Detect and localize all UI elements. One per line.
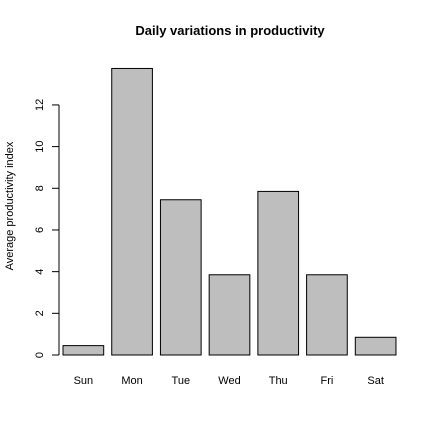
x-tick-label-thu: Thu: [269, 375, 288, 387]
bar-mon: [111, 67, 153, 356]
bar-wed: [208, 274, 251, 356]
y-axis-title: Average productivity index: [4, 141, 16, 270]
x-tick-label-mon: Mon: [121, 375, 142, 387]
x-tick-label-wed: Wed: [218, 375, 240, 387]
y-tick-label: 4: [34, 269, 46, 275]
bar-sat: [354, 336, 397, 356]
chart-title: Daily variations in productivity: [135, 23, 325, 38]
bars: [62, 67, 397, 356]
y-tick-label: 6: [34, 227, 46, 233]
y-tick-label: 10: [34, 140, 46, 152]
y-tick-label: 2: [34, 310, 46, 316]
y-tick-label: 0: [34, 352, 46, 358]
x-axis-labels: Sun Mon Tue Wed Thu Fri Sat: [74, 375, 384, 387]
bar-fri: [306, 274, 348, 356]
bar-tue: [159, 199, 202, 356]
y-axis: 0 2 4 6 8 10 12: [34, 99, 60, 358]
y-tick-label: 8: [34, 185, 46, 191]
x-tick-label-fri: Fri: [321, 375, 334, 387]
y-tick-label: 12: [34, 99, 46, 111]
x-tick-label-sun: Sun: [74, 375, 94, 387]
x-tick-label-tue: Tue: [172, 375, 191, 387]
bar-sun: [62, 345, 105, 356]
bar-thu: [257, 190, 300, 356]
x-tick-label-sat: Sat: [367, 375, 384, 387]
